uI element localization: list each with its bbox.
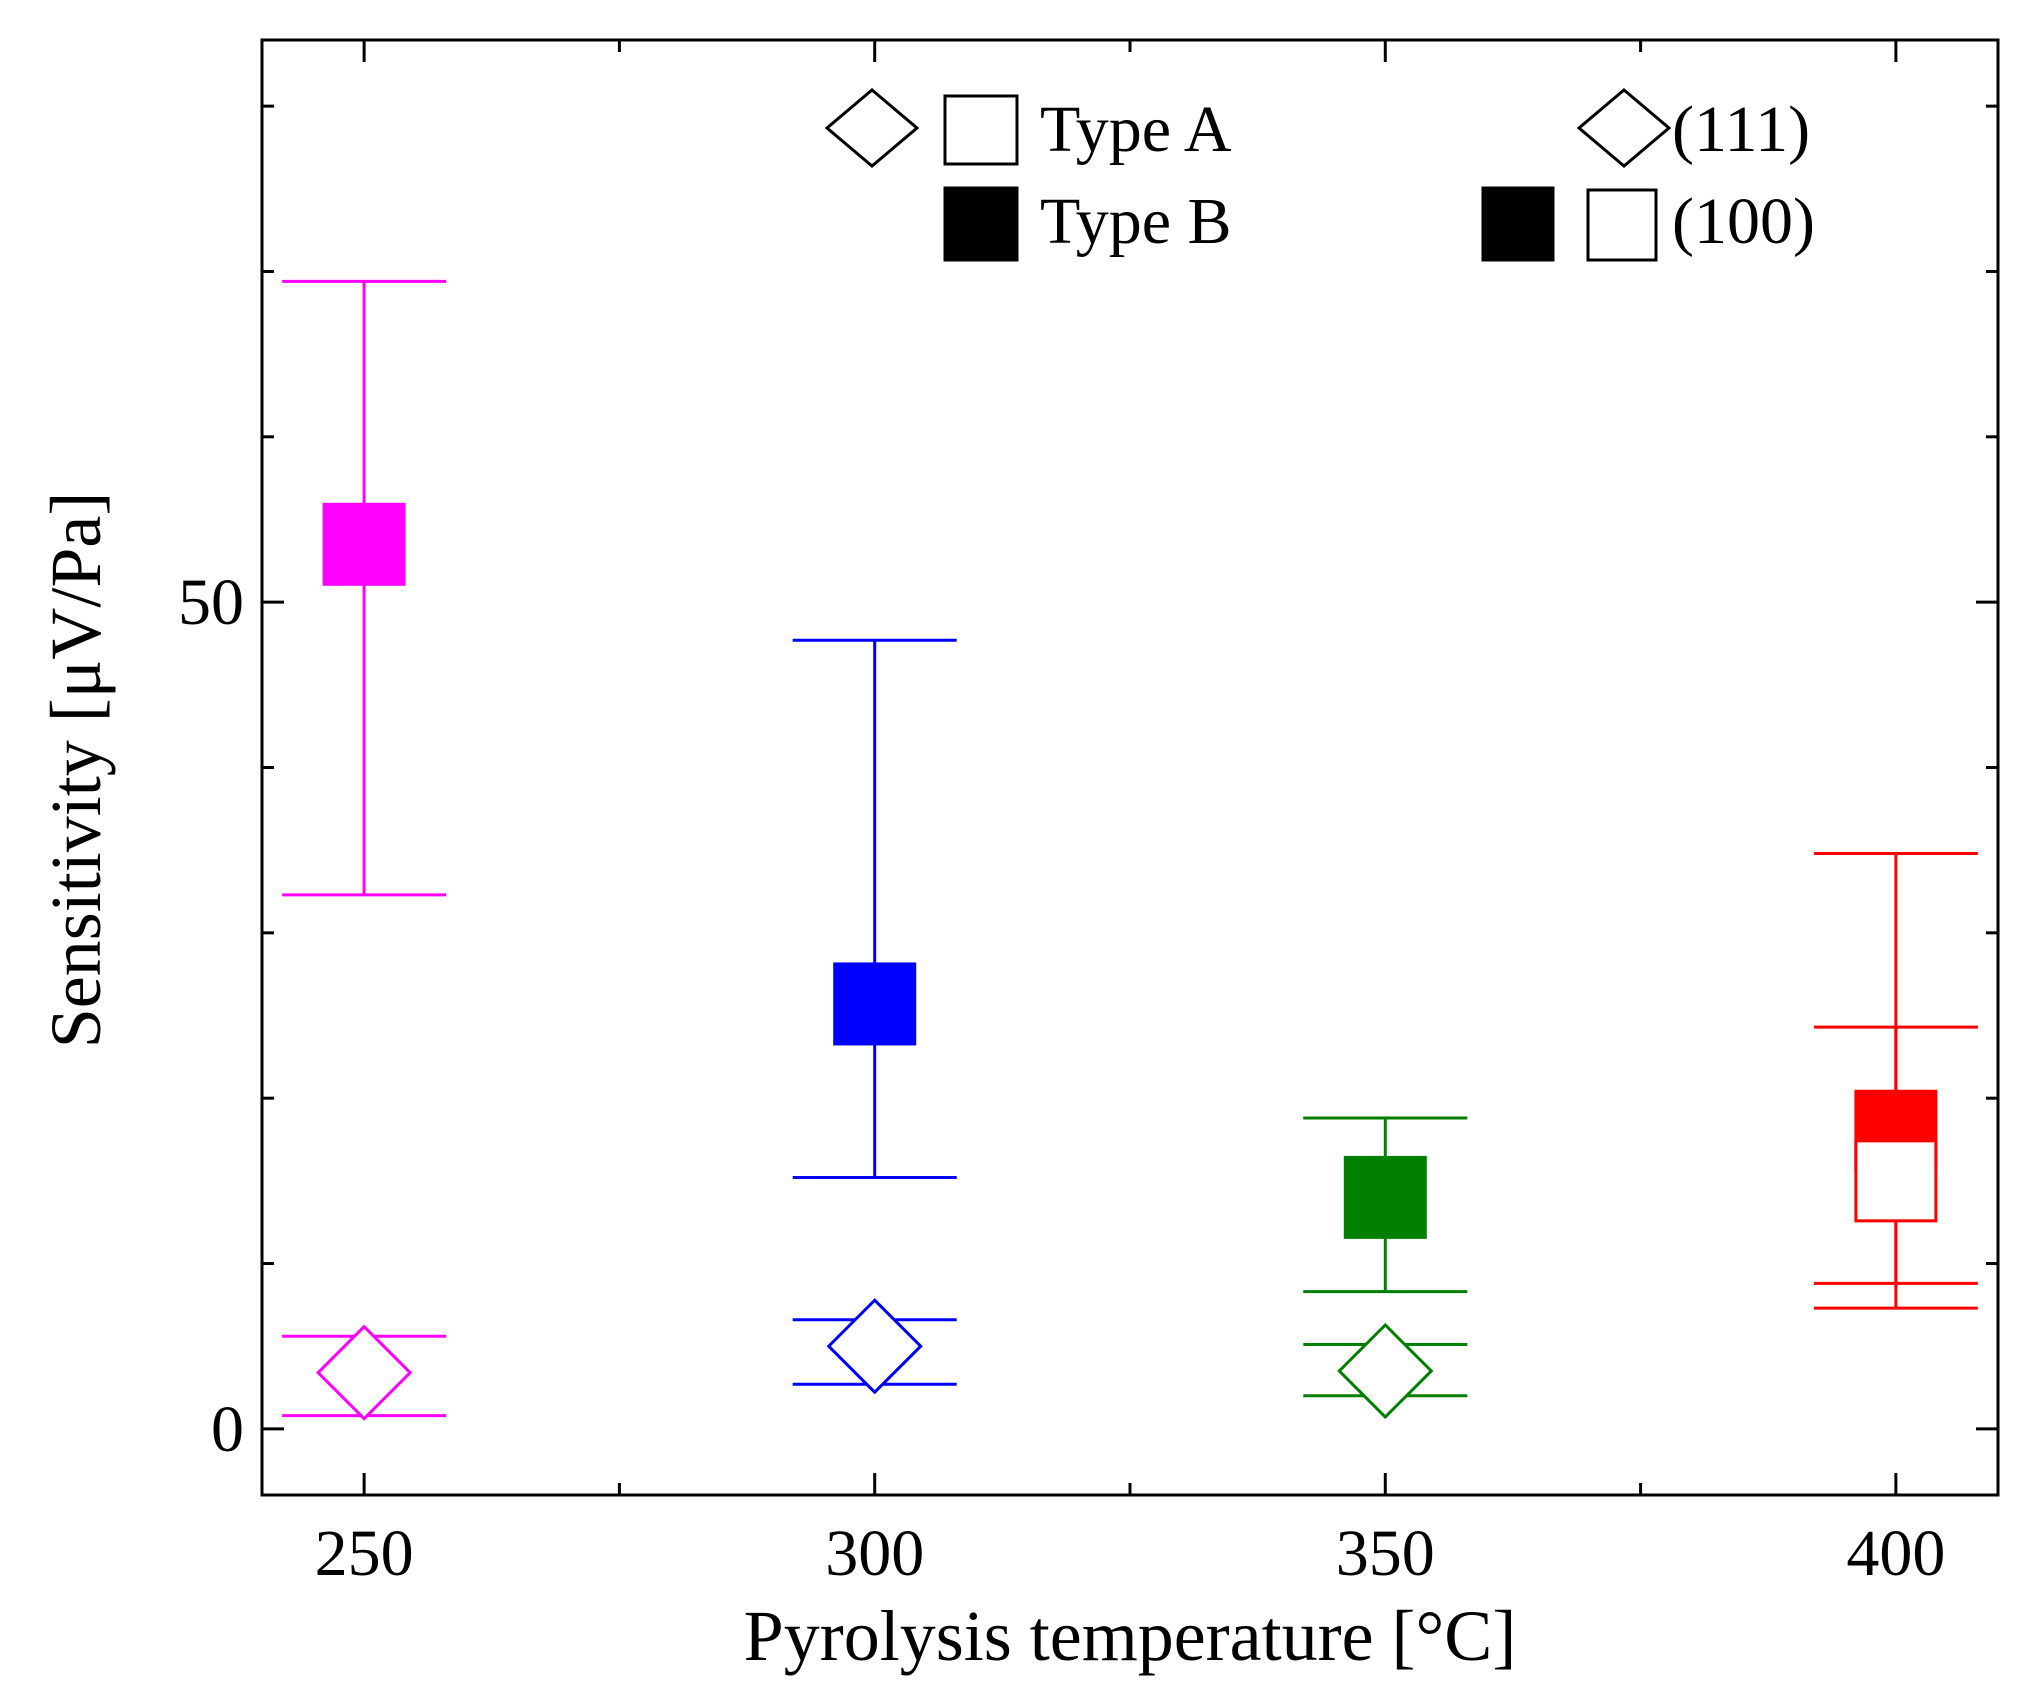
y-tick-label: 50 <box>178 566 244 639</box>
axis-tick-labels: 250 300 350 400 0 50 <box>178 566 1945 1590</box>
axis-ticks <box>262 40 1998 1495</box>
legend-open-square-icon <box>943 94 1019 166</box>
plot-frame <box>260 38 2000 1497</box>
legend-100-label: (100) <box>1672 185 1815 258</box>
legend-open-square-100-icon <box>1586 188 1658 262</box>
legend-filled-square-100-icon <box>1481 186 1555 262</box>
data-point-square <box>833 962 917 1046</box>
legend-diamond-icon <box>824 88 920 168</box>
data-point-open-square <box>1854 1139 1938 1223</box>
data-point-square <box>1343 1155 1427 1239</box>
x-tick-label: 400 <box>1846 1517 1945 1590</box>
legend: Type A Type B (111) (100) <box>824 88 1815 262</box>
data-point-diamond <box>826 1298 923 1395</box>
data-point-square <box>322 502 406 586</box>
legend-type-a-label: Type A <box>1040 93 1232 166</box>
legend-diamond-111-icon <box>1576 88 1672 168</box>
legend-111-label: (111) <box>1672 93 1810 166</box>
legend-filled-square-icon <box>943 186 1019 262</box>
y-tick-label: 0 <box>211 1393 244 1466</box>
data-marks <box>282 279 1978 1421</box>
x-tick-label: 350 <box>1336 1517 1435 1590</box>
data-point-diamond <box>315 1324 413 1421</box>
y-axis-label: Sensitivity [μV/Pa] <box>36 492 116 1049</box>
x-axis-label: Pyrolysis temperature [°C] <box>744 1596 1517 1676</box>
x-tick-label: 250 <box>315 1517 414 1590</box>
x-tick-label: 300 <box>825 1517 924 1590</box>
data-point-diamond <box>1337 1322 1434 1420</box>
legend-type-b-label: Type B <box>1040 185 1232 258</box>
